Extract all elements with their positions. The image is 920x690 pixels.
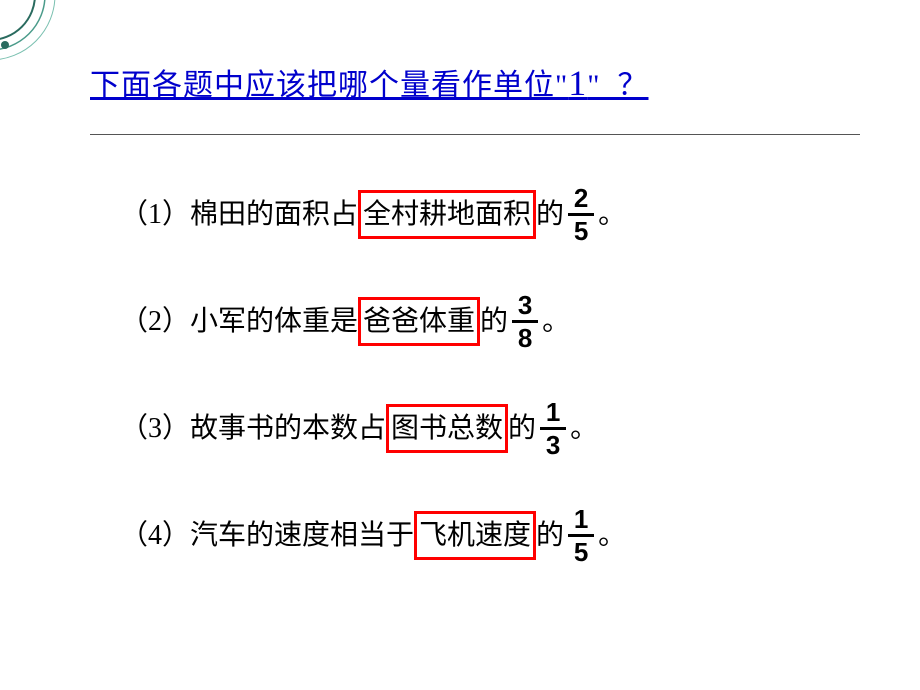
q4-pre: 汽车的速度相当于 xyxy=(190,516,414,555)
q3-boxed: 图书总数 xyxy=(386,404,508,453)
question-2: （2） 小军的体重是 爸爸体重 的 3 8 。 xyxy=(120,292,860,351)
title-one: 1 xyxy=(568,63,587,103)
q4-tail: 。 xyxy=(598,516,626,555)
q1-fraction: 2 5 xyxy=(568,185,594,244)
slide-content: 下面各题中应该把哪个量看作单位"1" ？ （1） 棉田的面积占 全村耕地面积 的… xyxy=(0,0,920,565)
title-suffix: ？ xyxy=(618,69,649,102)
q2-boxed: 爸爸体重 xyxy=(358,297,480,346)
q4-label: （4） xyxy=(120,516,190,555)
q3-label: （3） xyxy=(120,409,190,448)
q4-numerator: 1 xyxy=(574,506,588,534)
question-4: （4） 汽车的速度相当于 飞机速度 的 1 5 。 xyxy=(120,506,860,565)
q1-label: （1） xyxy=(120,195,190,234)
q2-label: （2） xyxy=(120,302,190,341)
q3-pre: 故事书的本数占 xyxy=(190,409,386,448)
q3-tail: 。 xyxy=(570,409,598,448)
q4-fraction: 1 5 xyxy=(568,506,594,565)
question-1: （1） 棉田的面积占 全村耕地面积 的 2 5 。 xyxy=(120,185,860,244)
q1-denominator: 5 xyxy=(574,216,588,244)
q3-fraction: 1 3 xyxy=(540,399,566,458)
divider xyxy=(90,134,860,135)
question-list: （1） 棉田的面积占 全村耕地面积 的 2 5 。 （2） 小军的体重是 爸爸体… xyxy=(120,185,860,565)
corner-decoration xyxy=(0,0,60,70)
q3-numerator: 1 xyxy=(546,399,560,427)
q2-tail: 。 xyxy=(542,302,570,341)
q1-numerator: 2 xyxy=(574,185,588,213)
q2-denominator: 8 xyxy=(518,323,532,351)
q1-tail: 。 xyxy=(598,195,626,234)
title-prefix: 下面各题中应该把哪个量看作单位 xyxy=(90,69,555,102)
q2-post: 的 xyxy=(480,302,508,341)
q4-post: 的 xyxy=(536,516,564,555)
question-3: （3） 故事书的本数占 图书总数 的 1 3 。 xyxy=(120,399,860,458)
q3-post: 的 xyxy=(508,409,536,448)
title-open-quote: " xyxy=(555,69,568,102)
q2-pre: 小军的体重是 xyxy=(190,302,358,341)
q2-numerator: 3 xyxy=(518,292,532,320)
title-close-quote: " xyxy=(587,69,600,102)
q3-denominator: 3 xyxy=(546,430,560,458)
slide-title: 下面各题中应该把哪个量看作单位"1" ？ xyxy=(90,60,860,104)
q1-post: 的 xyxy=(536,195,564,234)
q2-fraction: 3 8 xyxy=(512,292,538,351)
q1-boxed: 全村耕地面积 xyxy=(358,190,536,239)
q4-boxed: 飞机速度 xyxy=(414,511,536,560)
q1-pre: 棉田的面积占 xyxy=(190,195,358,234)
q4-denominator: 5 xyxy=(574,537,588,565)
